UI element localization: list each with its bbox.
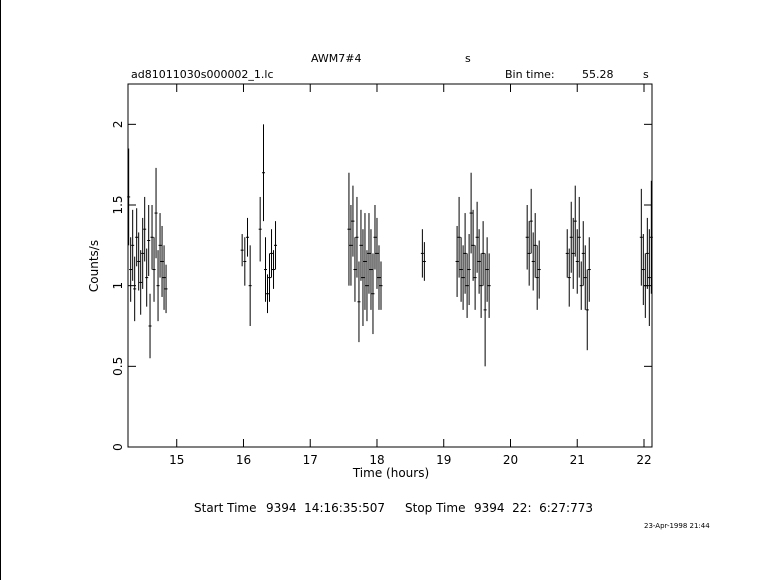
- file-name: ad81011030s000002_1.lc: [131, 68, 274, 81]
- x-axis-label: Time (hours): [352, 466, 429, 480]
- data-points-layer: [127, 124, 653, 367]
- x-tick-label: 22: [636, 453, 651, 467]
- y-axis-label: Counts/s: [87, 240, 101, 292]
- bin-time-unit: s: [643, 68, 649, 81]
- stop-time-label: Stop Time: [405, 501, 466, 515]
- x-tick-label: 16: [236, 453, 251, 467]
- y-tick-label: 0.5: [111, 357, 125, 376]
- x-tick-label: 18: [369, 453, 384, 467]
- plot-frame: [127, 83, 653, 448]
- x-tick-label: 15: [169, 453, 184, 467]
- axes-layer: 15 16 17 18 19 20 21 22 0 0.5 1 1.5 2: [111, 83, 653, 467]
- stop-time-value: 9394 22: 6:27:773: [474, 501, 594, 515]
- bin-time-value: 55.28: [582, 68, 614, 81]
- object-name: AWM7#4: [311, 52, 362, 65]
- x-tick-label: 20: [503, 453, 518, 467]
- plot-timestamp: 23-Apr-1998 21:44: [644, 522, 710, 530]
- start-time-value: 9394 14:16:35:507: [266, 501, 386, 515]
- x-tick-label: 19: [436, 453, 451, 467]
- y-tick-label: 1.5: [111, 195, 125, 214]
- x-tick-label: 21: [570, 453, 585, 467]
- x-tick-label: 17: [303, 453, 318, 467]
- y-tick-label: 1: [111, 282, 125, 290]
- object-unit: s: [465, 52, 471, 65]
- y-tick-label: 2: [111, 121, 125, 129]
- start-time-label: Start Time: [194, 501, 257, 515]
- y-tick-label: 0: [111, 443, 125, 451]
- bin-time-label: Bin time:: [505, 68, 555, 81]
- page-edge-line: [0, 0, 1, 580]
